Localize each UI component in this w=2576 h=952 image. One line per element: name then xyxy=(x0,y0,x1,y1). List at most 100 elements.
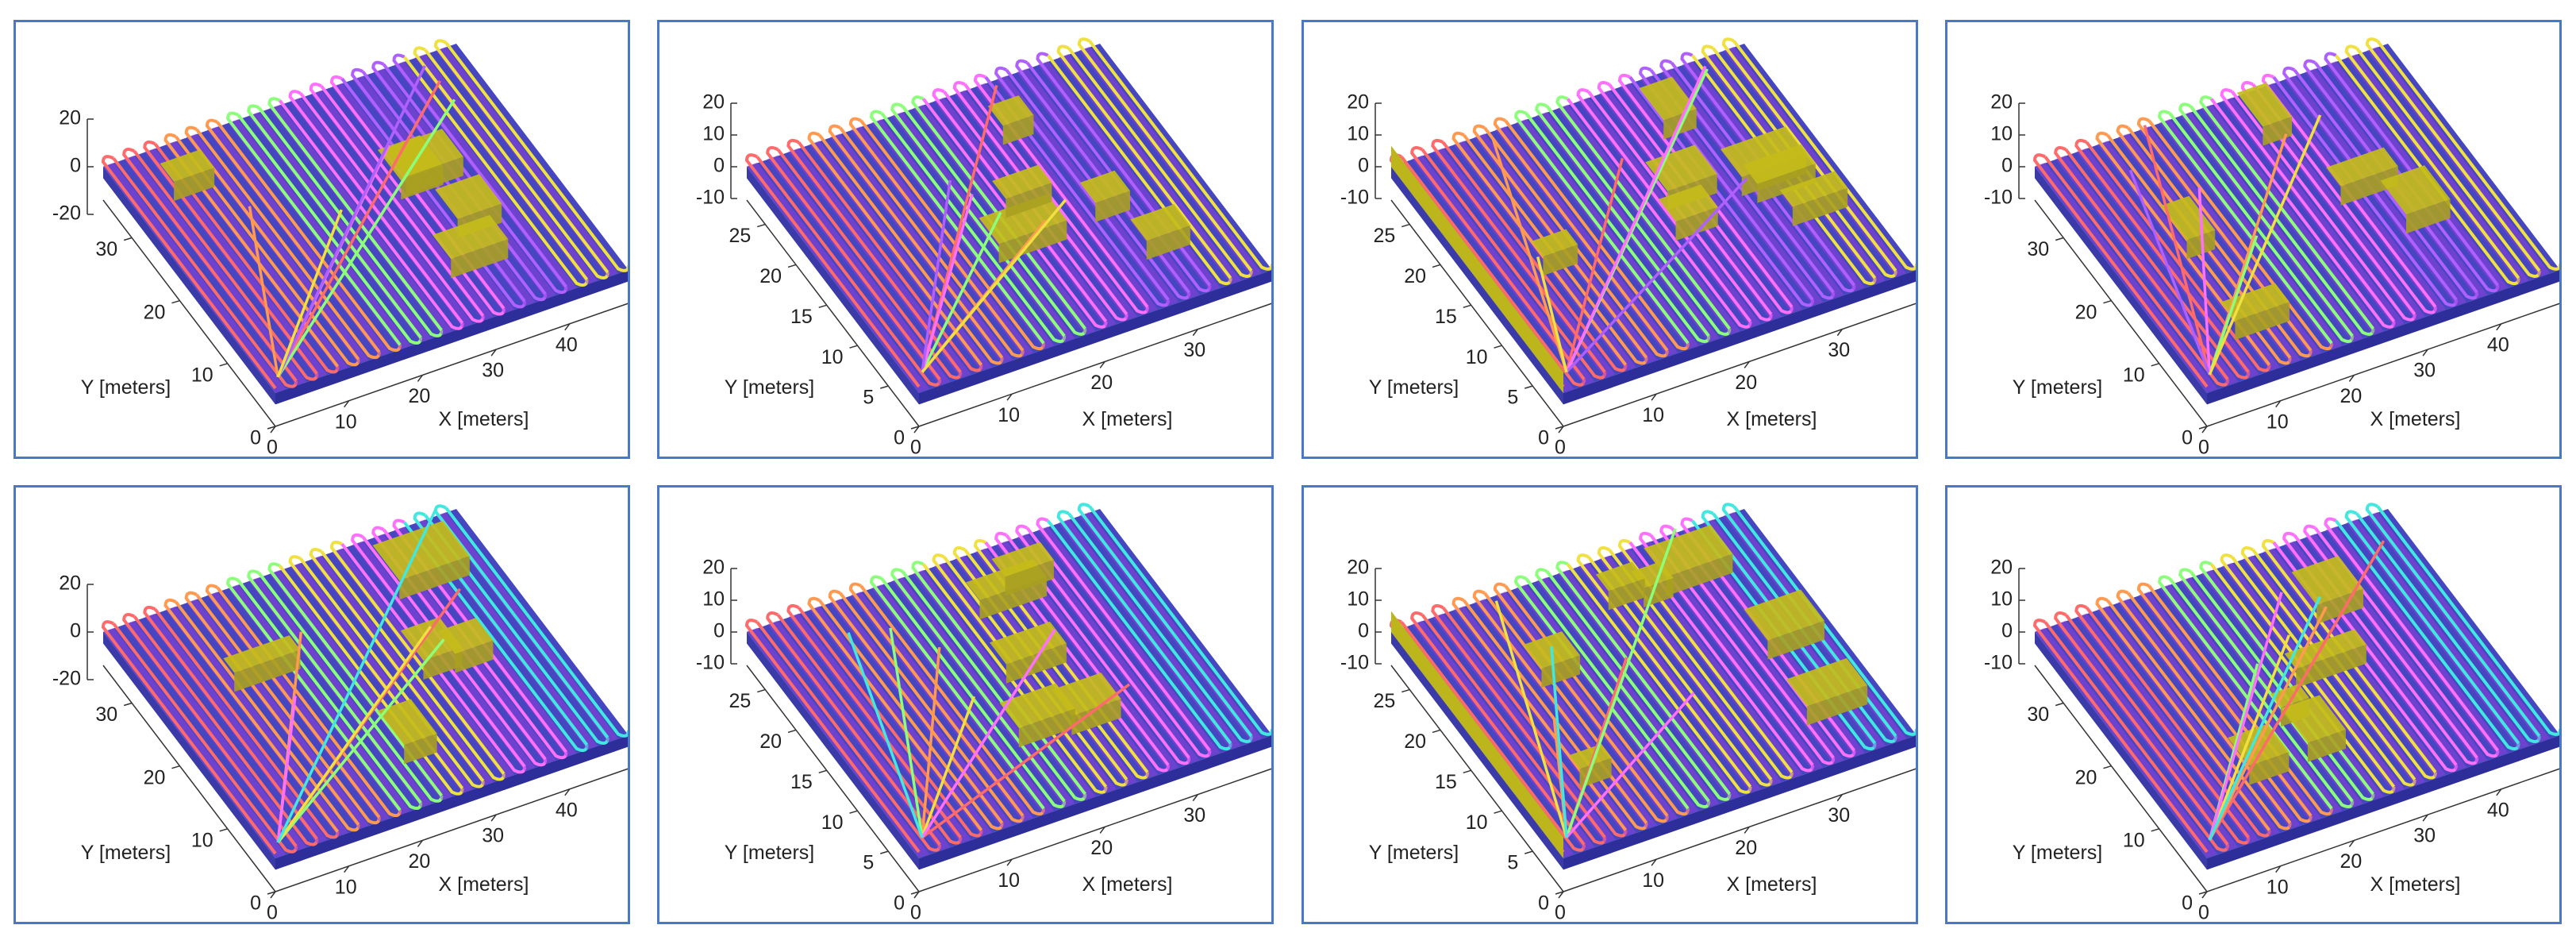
transit-line xyxy=(921,628,1056,838)
z-tick-label: 0 xyxy=(1358,620,1369,642)
panel: 0 10 20 30 40 0 10 20 30 -10 0 10 20 X [meters] Y [met… xyxy=(1945,20,2562,459)
x-axis xyxy=(1563,303,1917,427)
coverage-path xyxy=(932,553,1108,788)
coverage-path xyxy=(1597,80,1773,316)
obstacle-top xyxy=(372,520,470,581)
plot-area: 0 10 20 30 40 0 10 20 30 -10 0 10 20 X [meters] Y [met… xyxy=(1984,503,2562,924)
x-tick-label: 30 xyxy=(1183,804,1205,827)
y-tick xyxy=(267,891,276,895)
coverage-path xyxy=(2136,582,2313,817)
coverage-path xyxy=(776,148,963,380)
obstacle-top xyxy=(2291,555,2364,605)
y-tick-label: 30 xyxy=(95,238,117,260)
y-tick-label: 0 xyxy=(894,892,905,915)
x-tick-label: 0 xyxy=(267,902,278,924)
obstacle-front xyxy=(1071,699,1121,735)
x-tick-label: 30 xyxy=(1828,804,1850,827)
coverage-path xyxy=(2043,621,2230,852)
x-tick-label: 20 xyxy=(1735,372,1757,394)
obstacle-front xyxy=(1806,685,1868,726)
coverage-path xyxy=(1690,519,1877,751)
coverage-path xyxy=(786,603,962,838)
coverage-path xyxy=(766,146,941,381)
y-tick-label: 0 xyxy=(1538,892,1549,915)
z-tick-label: 0 xyxy=(1358,155,1369,177)
transit-line xyxy=(2208,595,2321,841)
coverage-path xyxy=(1400,621,1586,852)
coverage-path xyxy=(921,98,1108,329)
obstacle-top xyxy=(2380,165,2451,215)
obstacle-top xyxy=(2236,83,2293,127)
y-tick-label: 0 xyxy=(250,427,261,449)
coverage-path xyxy=(1410,146,1586,381)
transit-line xyxy=(2208,606,2328,841)
y-tick xyxy=(1401,688,1410,693)
obstacle-top xyxy=(2281,695,2346,743)
transit-line xyxy=(921,198,1067,373)
coverage-path xyxy=(984,541,1171,773)
panel-border xyxy=(13,485,630,924)
coverage-path xyxy=(1566,563,1752,794)
coverage-path xyxy=(112,622,298,854)
x-axis-label: X [meters] xyxy=(439,873,529,896)
coverage-path xyxy=(2085,141,2271,372)
coverage-path xyxy=(2074,138,2250,373)
y-tick xyxy=(849,345,858,349)
y-tick-label: 30 xyxy=(2027,238,2049,260)
obstacle-top xyxy=(437,618,494,654)
coverage-path xyxy=(2136,117,2313,352)
coverage-path xyxy=(984,75,1171,307)
y-tick xyxy=(1494,810,1502,814)
coverage-path xyxy=(2054,611,2229,846)
coverage-path xyxy=(340,542,527,774)
coverage-path xyxy=(175,600,360,832)
coverage-path xyxy=(994,66,1170,301)
transit-line xyxy=(2208,235,2259,376)
obstacle-front xyxy=(1541,655,1581,688)
coverage-path xyxy=(2106,133,2292,365)
coverage-path xyxy=(112,157,298,388)
obstacle-top xyxy=(978,194,1067,245)
y-tick xyxy=(2198,426,2208,430)
coverage-path xyxy=(351,67,526,303)
coverage-path xyxy=(1077,503,1253,738)
x-axis-label: X [meters] xyxy=(1727,873,1817,896)
x-tick-label: 0 xyxy=(2198,437,2209,459)
coverage-path xyxy=(901,570,1087,801)
coverage-path xyxy=(2231,556,2416,787)
x-tick xyxy=(417,839,424,847)
coverage-path xyxy=(2282,66,2458,301)
y-tick-label: 25 xyxy=(729,690,751,712)
coverage-path xyxy=(2064,614,2251,845)
transit-line xyxy=(276,625,433,843)
floor-front xyxy=(275,270,629,405)
coverage-path xyxy=(1617,73,1794,308)
x-tick xyxy=(490,814,497,822)
z-tick-label: 20 xyxy=(59,572,81,595)
x-axis-label: X [meters] xyxy=(439,408,529,430)
transit-line xyxy=(276,98,456,378)
obstacle-front xyxy=(2186,229,2216,260)
y-axis xyxy=(2034,199,2208,427)
y-tick xyxy=(787,729,797,734)
obstacle-top xyxy=(992,164,1052,199)
coverage-path xyxy=(1670,526,1856,758)
z-tick-label: 0 xyxy=(70,155,81,177)
coverage-path xyxy=(101,620,277,855)
coverage-path xyxy=(818,133,1004,365)
coverage-path xyxy=(1524,112,1711,344)
coverage-path xyxy=(755,156,942,387)
coverage-path xyxy=(340,77,527,309)
coverage-path xyxy=(2116,589,2292,824)
y-tick xyxy=(1463,304,1471,309)
z-tick-label: 0 xyxy=(2001,155,2013,177)
coverage-path xyxy=(2313,526,2500,758)
coverage-path xyxy=(2231,91,2416,322)
x-axis xyxy=(1563,768,1917,892)
coverage-path xyxy=(744,153,921,388)
x-tick xyxy=(2422,814,2428,822)
obstacle-front xyxy=(2249,752,2290,785)
obstacle-top xyxy=(1531,229,1578,257)
